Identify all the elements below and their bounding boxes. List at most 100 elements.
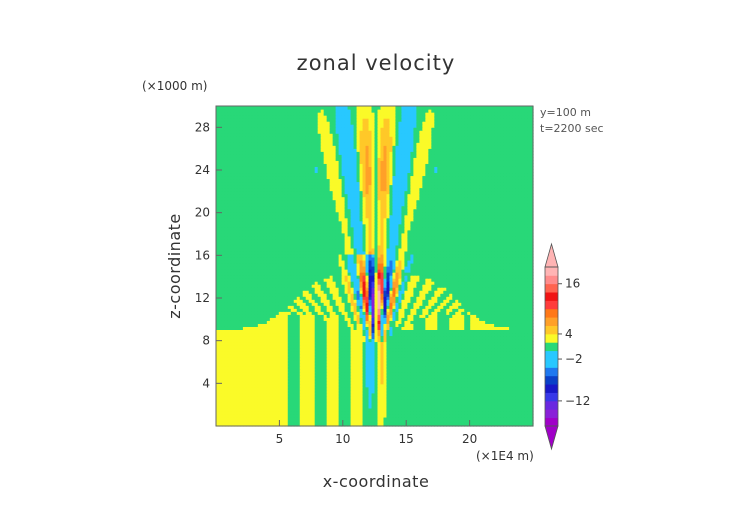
heatmap-cell (326, 395, 331, 400)
heatmap-cell (425, 416, 429, 421)
heatmap-cell (254, 395, 259, 400)
heatmap-cell (365, 356, 370, 361)
heatmap-cell (419, 347, 423, 352)
heatmap-cell (230, 356, 235, 361)
heatmap-cell (422, 410, 426, 415)
heatmap-cell (491, 389, 495, 394)
heatmap-cell (287, 386, 292, 391)
heatmap-cell (503, 353, 507, 358)
heatmap-cell (338, 392, 343, 397)
heatmap-cell (464, 383, 468, 388)
heatmap-cell (455, 323, 459, 327)
heatmap-cell (458, 407, 462, 412)
heatmap-cell (236, 374, 241, 379)
heatmap-cell (512, 344, 516, 349)
heatmap-cell (347, 329, 352, 334)
heatmap-cell (518, 380, 522, 385)
heatmap-cell (503, 338, 507, 343)
heatmap-cell (245, 338, 250, 343)
heatmap-cell (488, 335, 492, 340)
heatmap-cell (251, 353, 256, 358)
heatmap-cell (281, 326, 286, 330)
heatmap-cell (500, 350, 504, 355)
heatmap-cell (317, 332, 322, 337)
heatmap-cell (389, 374, 394, 379)
y-unit-label: (×1000 m) (142, 79, 207, 93)
heatmap-cell (506, 416, 510, 421)
heatmap-cell (497, 356, 501, 361)
heatmap-cell (350, 371, 355, 376)
heatmap-cell (407, 356, 411, 361)
heatmap-cell (446, 407, 450, 412)
heatmap-cell (515, 371, 519, 376)
heatmap-cell (299, 338, 304, 343)
heatmap-cell (377, 368, 382, 373)
heatmap-cell (476, 401, 480, 406)
heatmap-cell (233, 344, 238, 349)
heatmap-cell (269, 380, 274, 385)
heatmap-cell (362, 413, 367, 418)
heatmap-cell (230, 311, 235, 315)
heatmap-cell (461, 371, 465, 376)
heatmap-cell (482, 419, 486, 424)
heatmap-cell (530, 398, 534, 403)
heatmap-cell (386, 341, 391, 346)
heatmap-cell (425, 422, 429, 427)
heatmap-cell (356, 347, 361, 352)
heatmap-cell (488, 383, 492, 388)
heatmap-cell (299, 341, 304, 346)
heatmap-cell (410, 320, 414, 324)
heatmap-cell (257, 347, 262, 352)
heatmap-cell (428, 395, 432, 400)
heatmap-cell (263, 371, 268, 376)
heatmap-cell (269, 422, 274, 427)
heatmap-cell (269, 383, 274, 388)
heatmap-cell (407, 422, 411, 427)
heatmap-cell (269, 368, 274, 373)
heatmap-cell (482, 365, 486, 370)
heatmap-cell (233, 317, 238, 321)
heatmap-cell (437, 371, 441, 376)
heatmap-cell (218, 404, 223, 409)
heatmap-cell (392, 317, 397, 321)
heatmap-cell (224, 320, 229, 324)
heatmap-cell (216, 323, 220, 327)
heatmap-cell (521, 326, 525, 330)
heatmap-cell (419, 332, 423, 337)
heatmap-cell (257, 377, 262, 382)
heatmap-cell (518, 338, 522, 343)
heatmap-cell (509, 332, 513, 337)
heatmap-cell (512, 398, 516, 403)
heatmap-cell (473, 320, 477, 324)
heatmap-cell (314, 374, 319, 379)
heatmap-cell (431, 401, 435, 406)
heatmap-cell (254, 410, 259, 415)
heatmap-cell (299, 365, 304, 370)
heatmap-cell (353, 365, 358, 370)
heatmap-cell (227, 365, 232, 370)
heatmap-cell (443, 419, 447, 424)
heatmap-cell (218, 371, 223, 376)
heatmap-cell (236, 362, 241, 367)
heatmap-cell (353, 317, 358, 321)
heatmap-cell (371, 359, 376, 364)
heatmap-cell (407, 392, 411, 397)
heatmap-cell (431, 407, 435, 412)
heatmap-cell (338, 314, 343, 318)
heatmap-cell (404, 335, 408, 340)
heatmap-cell (338, 347, 343, 352)
heatmap-cell (368, 413, 373, 418)
heatmap-cell (503, 323, 507, 327)
heatmap-cell (248, 371, 253, 376)
heatmap-cell (308, 386, 313, 391)
heatmap-cell (509, 395, 513, 400)
heatmap-cell (521, 377, 525, 382)
heatmap-cell (413, 374, 417, 379)
heatmap-cell (443, 335, 447, 340)
heatmap-cell (446, 401, 450, 406)
heatmap-cell (290, 398, 295, 403)
heatmap-cell (419, 335, 423, 340)
heatmap-cell (263, 359, 268, 364)
heatmap-cell (299, 371, 304, 376)
heatmap-cell (311, 416, 316, 421)
